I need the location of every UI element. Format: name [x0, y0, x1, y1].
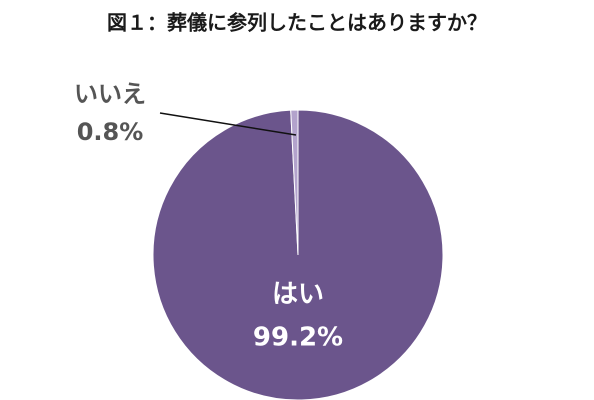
pie: [152, 109, 444, 400]
chart-title: 図１：葬儀に参列したことはありますか？: [107, 11, 487, 35]
pie-slice: [290, 109, 299, 256]
slice-value-label: 99.2%: [253, 323, 343, 353]
leader-line: [159, 112, 297, 136]
slice-category-label: いいえ: [74, 80, 146, 108]
slice-value-label: 0.8%: [77, 118, 144, 146]
slice-category-label: はい: [272, 280, 324, 310]
